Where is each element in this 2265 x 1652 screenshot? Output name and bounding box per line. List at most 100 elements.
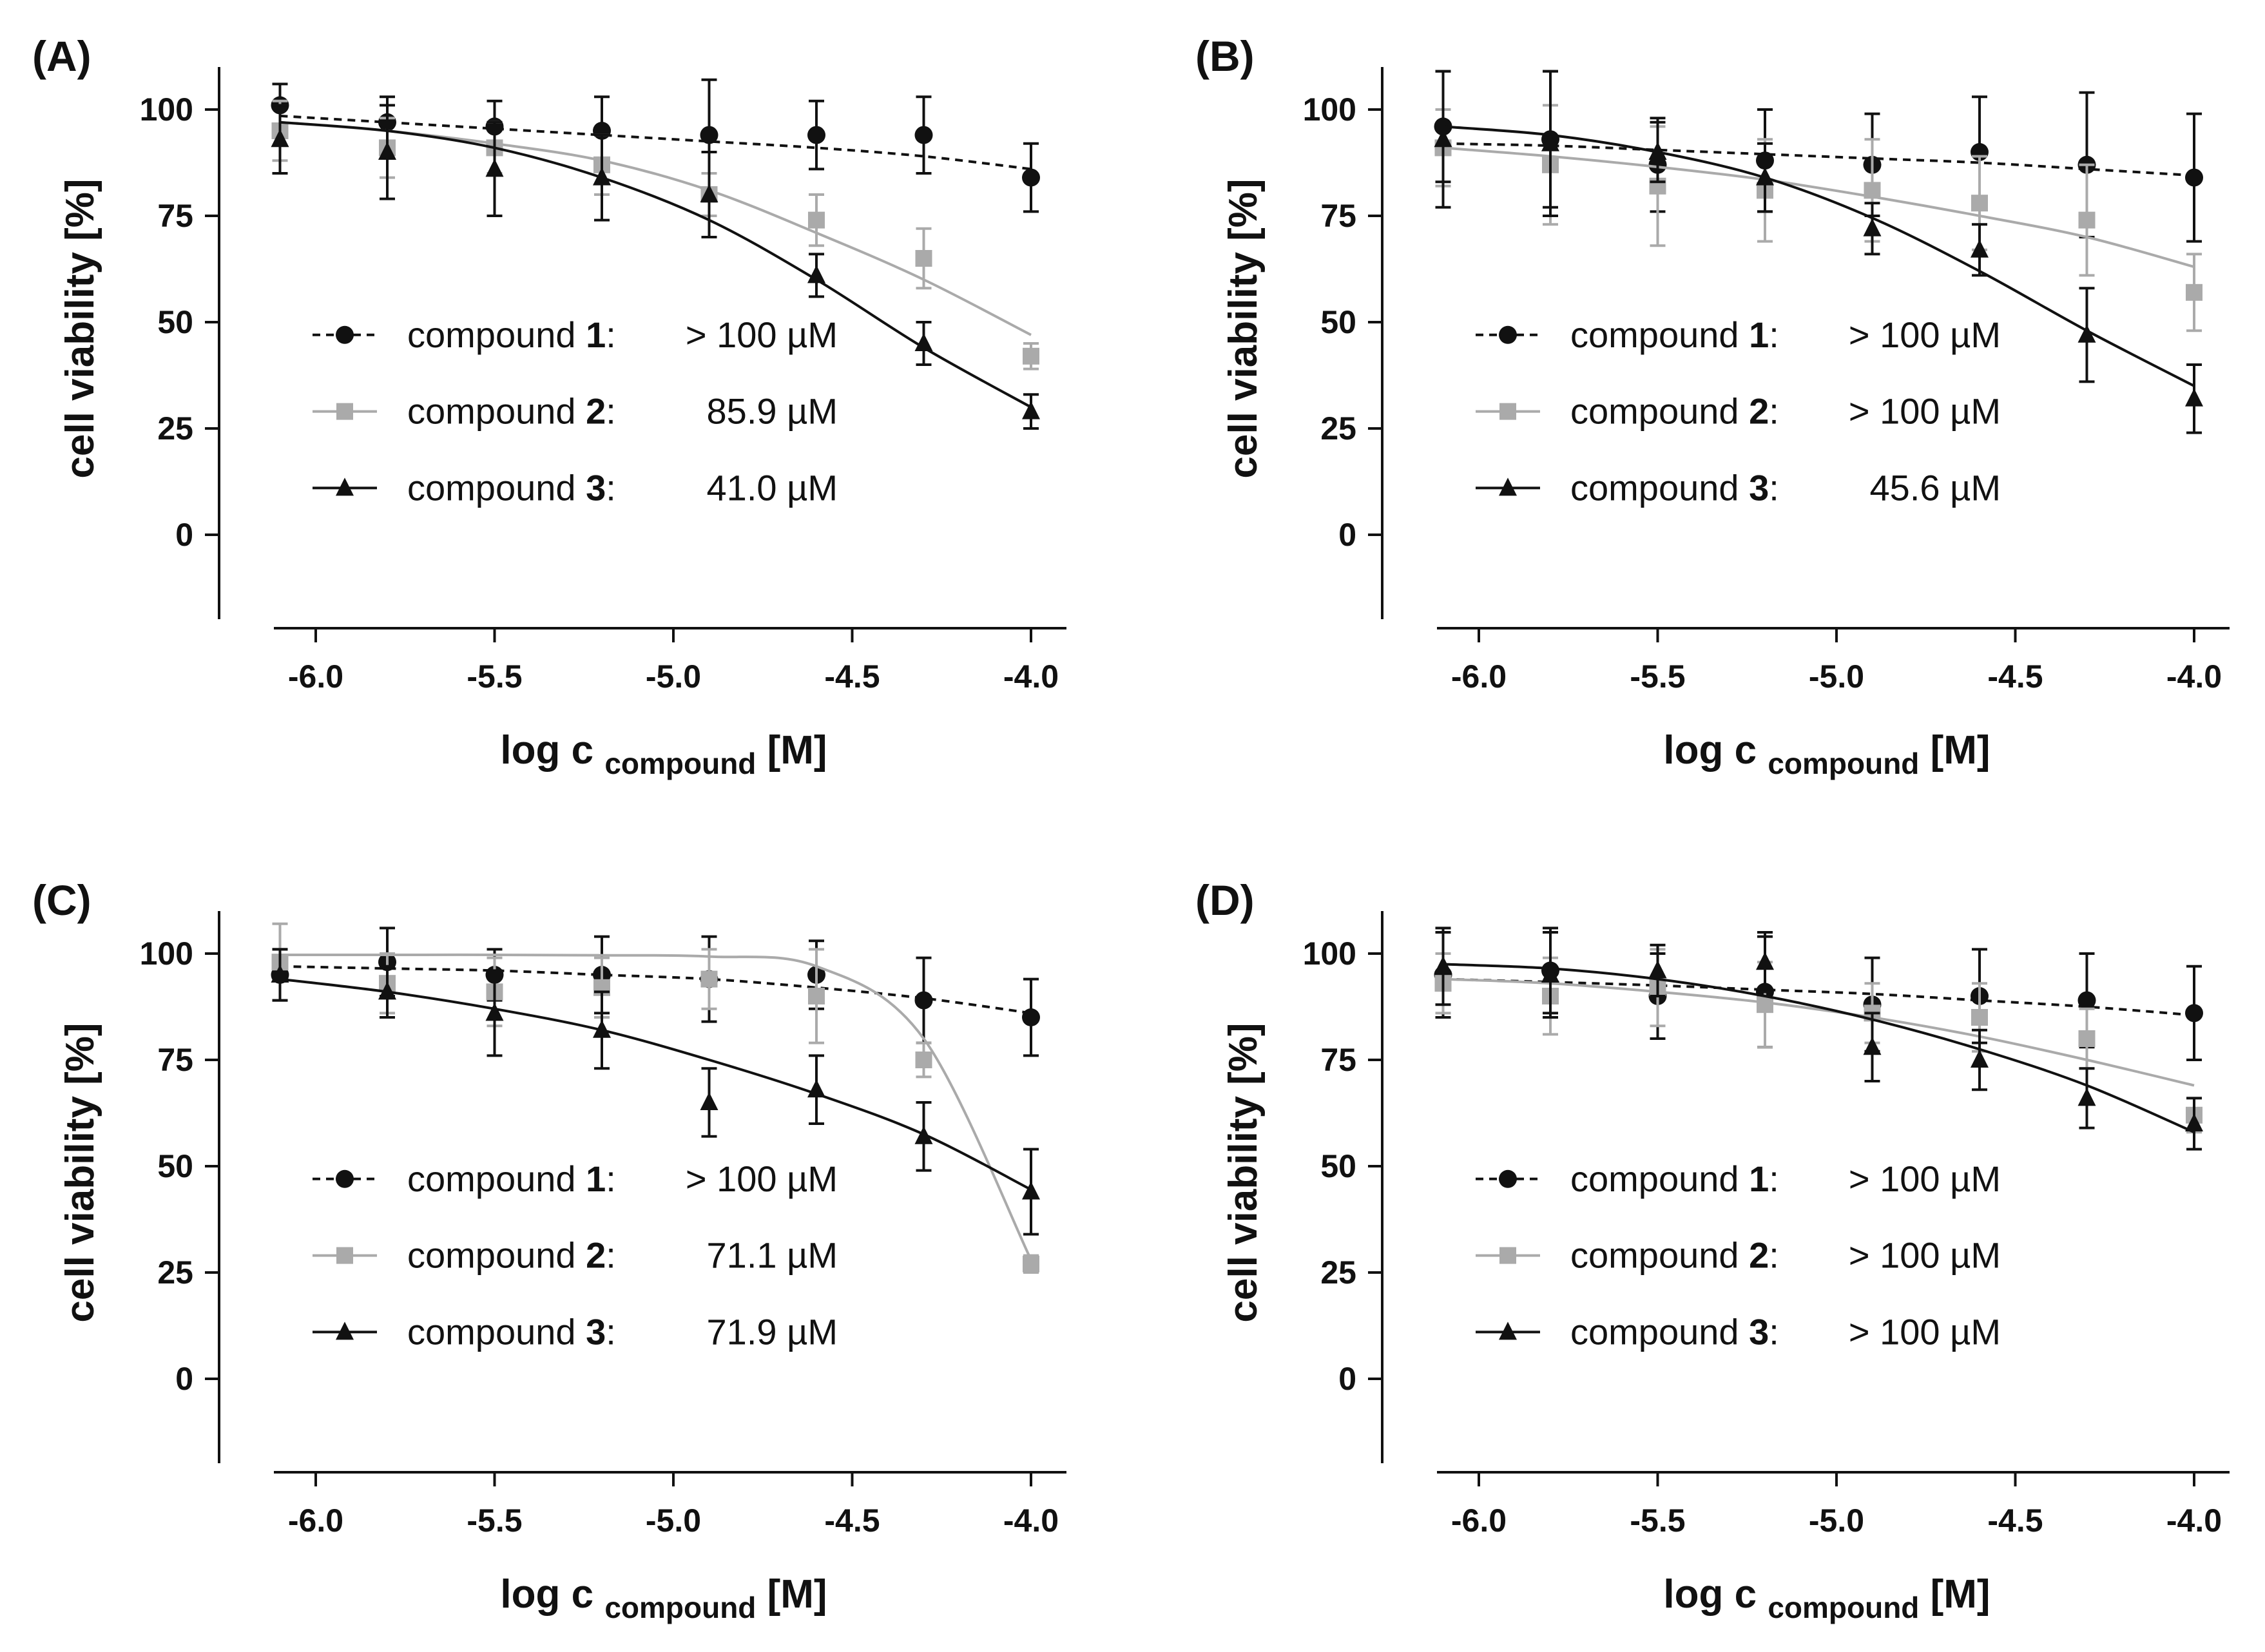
data-point-compound-3 [700, 184, 718, 202]
y-tick-label: 100 [140, 936, 193, 972]
data-point-compound-1 [914, 126, 933, 144]
fit-curve-compound-3 [280, 120, 1032, 408]
y-tick-label: 0 [175, 1361, 193, 1397]
data-point-compound-3 [2185, 388, 2203, 407]
x-tick-label: -4.0 [2166, 658, 2222, 695]
data-point-compound-3 [1971, 1050, 1989, 1068]
data-point-compound-1 [700, 126, 718, 144]
legend-label-compound-3: compound 3: [407, 1311, 616, 1352]
x-axis-label: log c compound [M] [1663, 728, 1990, 780]
legend-marker-circle [1499, 325, 1517, 344]
data-point-compound-3 [271, 965, 289, 983]
data-point-compound-1 [2077, 991, 2096, 1010]
x-axis-label: log c compound [M] [1663, 1572, 1990, 1624]
x-tick-label: -5.5 [1630, 1503, 1685, 1539]
y-tick-label: 50 [157, 304, 193, 340]
data-point-compound-2 [2186, 283, 2202, 301]
data-point-compound-3 [1434, 129, 1452, 148]
series-3 [271, 948, 1040, 1236]
legend-marker-square [1499, 1247, 1516, 1264]
x-tick-label: -4.0 [2166, 1503, 2222, 1539]
legend-label-compound-1: compound 1: [407, 314, 616, 355]
panel-2: (B) 0 25 50 75 100 cell viability [%] -6.0 -5.5 -… [1195, 32, 2230, 780]
fit-curve-compound-3 [280, 977, 1032, 1191]
data-point-compound-2 [1971, 1009, 1988, 1026]
data-point-compound-2 [808, 988, 825, 1004]
legend-ic50-compound-2: > 100 µM [1849, 1235, 2001, 1276]
legend-ic50-compound-1: > 100 µM [1849, 314, 2001, 355]
y-tick-label: 100 [140, 91, 193, 128]
legend-ic50-compound-1: > 100 µM [1849, 1158, 2001, 1199]
series-3 [1434, 70, 2203, 434]
data-point-compound-3 [378, 142, 396, 160]
x-tick-label: -4.5 [824, 1503, 880, 1539]
data-point-compound-1 [2185, 168, 2203, 187]
data-point-compound-3 [593, 1019, 611, 1038]
data-point-compound-3 [1863, 1037, 1882, 1055]
y-tick-label: 25 [1320, 1254, 1356, 1291]
data-point-compound-3 [914, 1126, 933, 1144]
data-point-compound-3 [1648, 960, 1667, 979]
legend-marker-triangle [336, 1321, 354, 1340]
x-axis-label: log c compound [M] [500, 728, 827, 780]
data-point-compound-2 [700, 970, 718, 988]
data-point-compound-3 [1541, 965, 1559, 983]
legend-label-compound-2: compound 2: [407, 1235, 616, 1276]
panel-label: (D) [1195, 876, 1255, 924]
x-tick-label: -5.0 [1809, 1503, 1864, 1539]
legend-ic50-compound-2: 85.9 µM [707, 391, 838, 432]
legend-marker-triangle [1499, 1321, 1517, 1340]
data-point-compound-3 [1756, 167, 1774, 186]
data-point-compound-3 [1022, 1181, 1040, 1200]
data-point-compound-3 [1541, 133, 1559, 151]
x-tick-label: -6.0 [288, 658, 343, 695]
legend-label-compound-2: compound 2: [407, 391, 616, 432]
data-point-compound-3 [1648, 142, 1667, 160]
legend-marker-circle [336, 325, 354, 344]
data-point-compound-3 [1971, 239, 1989, 258]
x-tick-label: -4.0 [1003, 658, 1059, 695]
data-point-compound-2 [1864, 182, 1881, 199]
y-tick-label: 50 [1320, 1148, 1356, 1184]
y-tick-label: 25 [1320, 410, 1356, 447]
legend-ic50-compound-1: > 100 µM [686, 1158, 838, 1199]
data-point-compound-2 [808, 211, 825, 229]
fit-curve-compound-3 [1443, 125, 2195, 387]
x-axis-label: log c compound [M] [500, 1572, 827, 1624]
fit-curve-compound-2 [1443, 977, 2195, 1087]
data-point-compound-2 [1757, 996, 1773, 1013]
data-point-compound-1 [914, 991, 933, 1010]
y-tick-label: 0 [1338, 517, 1356, 553]
legend-label-compound-3: compound 3: [1570, 1311, 1779, 1352]
legend: compound 1: > 100 µM compound 2: 85.9 µM com… [313, 314, 838, 508]
data-point-compound-3 [1863, 218, 1882, 236]
data-point-compound-3 [485, 158, 504, 177]
data-point-compound-3 [2077, 1088, 2096, 1106]
y-tick-label: 25 [157, 1254, 193, 1291]
y-tick-label: 0 [1338, 1361, 1356, 1397]
data-point-compound-3 [485, 1003, 504, 1021]
data-point-compound-3 [1022, 401, 1040, 419]
data-point-compound-3 [271, 129, 289, 148]
data-point-compound-2 [915, 1052, 932, 1068]
data-point-compound-3 [593, 167, 611, 186]
x-tick-label: -5.5 [1630, 658, 1685, 695]
y-tick-label: 100 [1303, 936, 1356, 972]
data-point-compound-3 [1756, 952, 1774, 970]
data-point-compound-3 [378, 981, 396, 1000]
legend-marker-circle [336, 1169, 354, 1188]
y-axis-label: cell viability [%] [58, 1023, 102, 1322]
legend-label-compound-3: compound 3: [407, 467, 616, 508]
legend-marker-circle [1499, 1169, 1517, 1188]
data-point-compound-2 [1023, 1255, 1039, 1273]
panel-4: (D) 0 25 50 75 100 cell viability [%] -6.0 -5.5 -… [1195, 876, 2230, 1624]
data-point-compound-3 [1434, 956, 1452, 974]
data-point-compound-2 [915, 250, 932, 267]
panel-label: (A) [32, 32, 92, 80]
data-point-compound-1 [2185, 1004, 2203, 1023]
legend-ic50-compound-3: 41.0 µM [707, 467, 838, 508]
legend: compound 1: > 100 µM compound 2: 71.1 µM com… [313, 1158, 838, 1352]
x-tick-label: -4.0 [1003, 1503, 1059, 1539]
fit-curve-compound-3 [1443, 963, 2195, 1134]
legend-marker-square [336, 1247, 353, 1264]
